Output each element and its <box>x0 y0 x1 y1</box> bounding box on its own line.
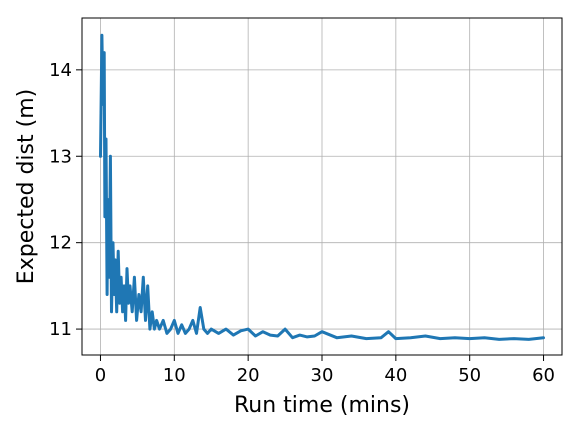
y-axis-ticks: 11 12 13 14 <box>49 60 82 340</box>
x-tick-label: 50 <box>458 365 481 386</box>
y-axis-label: Expected dist (m) <box>14 89 39 284</box>
y-tick-label: 14 <box>49 60 72 81</box>
y-tick-label: 11 <box>49 319 72 340</box>
x-tick-label: 20 <box>237 365 260 386</box>
y-tick-label: 12 <box>49 233 72 254</box>
y-tick-label: 13 <box>49 146 72 167</box>
x-axis-label: Run time (mins) <box>234 393 410 418</box>
x-tick-label: 30 <box>311 365 334 386</box>
grid <box>82 18 562 355</box>
x-tick-label: 40 <box>384 365 407 386</box>
x-tick-label: 0 <box>95 365 106 386</box>
x-tick-label: 60 <box>532 365 555 386</box>
x-axis-ticks: 0 10 20 30 40 50 60 <box>95 355 555 386</box>
x-tick-label: 10 <box>163 365 186 386</box>
series-layer <box>99 33 545 341</box>
series-line <box>99 33 545 341</box>
